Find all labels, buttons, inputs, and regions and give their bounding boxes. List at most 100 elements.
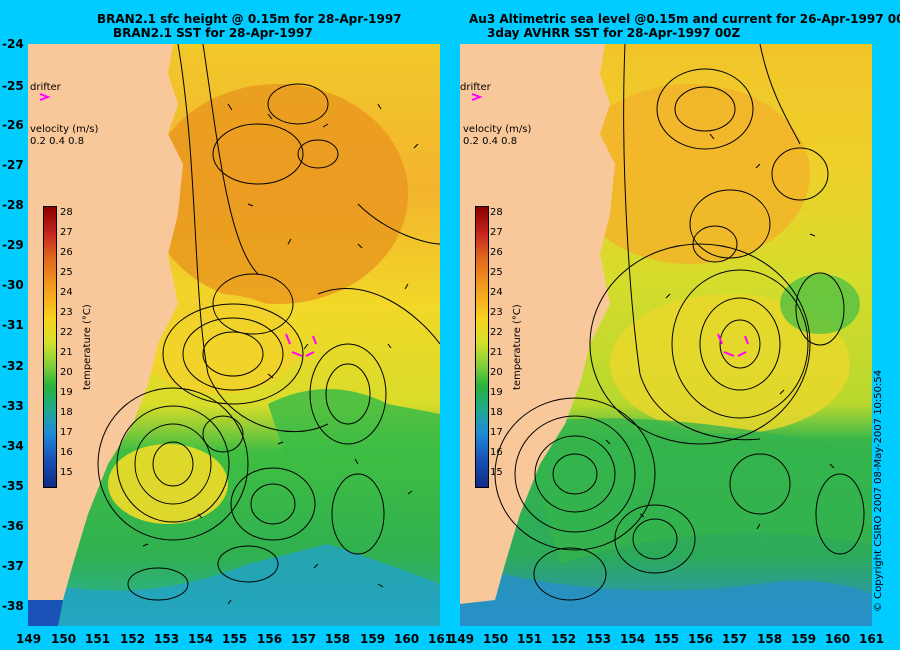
- colorbar-tick: 19: [60, 387, 73, 398]
- y-tick: -36: [2, 519, 24, 533]
- colorbar-tick: 28: [60, 207, 73, 218]
- colorbar-tick: 17: [60, 427, 73, 438]
- warm-pool: [570, 84, 810, 264]
- x-tick: 151: [85, 632, 111, 646]
- y-tick: -28: [2, 198, 24, 212]
- x-tick: 149: [16, 632, 42, 646]
- left-sst-map: [28, 44, 440, 626]
- colorbar-tick: 27: [490, 227, 503, 238]
- colorbar-tick: 21: [60, 347, 73, 358]
- colorbar-tick: 23: [490, 307, 503, 318]
- x-tick: 160: [394, 632, 420, 646]
- colorbar-tick: 17: [490, 427, 503, 438]
- eddy-core: [108, 444, 228, 524]
- colorbar-tick: 28: [490, 207, 503, 218]
- right-title-line1: Au3 Altimetric sea level @0.15m and curr…: [469, 12, 900, 26]
- colorbar-tick: 22: [60, 327, 73, 338]
- left-colorbar: [43, 206, 57, 488]
- y-tick: -32: [2, 359, 24, 373]
- y-tick: -26: [2, 118, 24, 132]
- x-tick: 150: [483, 632, 509, 646]
- x-tick: 157: [722, 632, 748, 646]
- colorbar-tick: 15: [60, 467, 73, 478]
- colorbar-tick: 16: [490, 447, 503, 458]
- x-tick: 160: [825, 632, 851, 646]
- right-velocity-scale: 0.2 0.4 0.8: [463, 136, 518, 147]
- y-tick: -25: [2, 79, 24, 93]
- x-tick: 156: [257, 632, 283, 646]
- right-velocity-label: velocity (m/s): [463, 124, 532, 135]
- cold-water: [460, 564, 872, 626]
- colorbar-tick: 22: [490, 327, 503, 338]
- x-tick: 152: [551, 632, 577, 646]
- x-tick: 153: [586, 632, 612, 646]
- left-map-panel: [28, 44, 440, 626]
- colorbar-tick: 21: [490, 347, 503, 358]
- x-tick: 159: [791, 632, 817, 646]
- colorbar-tick: 23: [60, 307, 73, 318]
- x-tick: 153: [154, 632, 180, 646]
- sea-level-contours: [97, 44, 440, 601]
- y-tick: -38: [2, 599, 24, 613]
- y-tick: -30: [2, 278, 24, 292]
- x-tick: 149: [449, 632, 475, 646]
- y-tick: -34: [2, 439, 24, 453]
- x-tick: 161: [428, 632, 454, 646]
- right-sst-map: [460, 44, 872, 626]
- colorbar-tick: 26: [490, 247, 503, 258]
- left-colorbar-title: temperature (°C): [82, 304, 93, 390]
- y-tick: -35: [2, 479, 24, 493]
- left-velocity-label: velocity (m/s): [30, 124, 99, 135]
- cool-patch: [780, 274, 860, 334]
- x-tick: 151: [517, 632, 543, 646]
- colorbar-tick: 20: [60, 367, 73, 378]
- y-tick: -37: [2, 559, 24, 573]
- left-drifter-label: drifter: [30, 82, 61, 93]
- colorbar-tick: 26: [60, 247, 73, 258]
- y-tick: -24: [2, 37, 24, 51]
- y-tick: -33: [2, 399, 24, 413]
- drifter-track: [39, 93, 317, 357]
- sea-level-contours: [494, 44, 865, 601]
- cool-band: [520, 418, 872, 564]
- x-tick: 158: [325, 632, 351, 646]
- x-tick: 155: [222, 632, 248, 646]
- australia-land: [460, 44, 615, 604]
- x-tick: 161: [859, 632, 885, 646]
- coastal-cold-water: [28, 600, 63, 626]
- colorbar-tick: 15: [490, 467, 503, 478]
- colorbar-tick: 27: [60, 227, 73, 238]
- x-tick: 150: [51, 632, 77, 646]
- colorbar-tick: 18: [60, 407, 73, 418]
- copyright-notice: © Copyright CSIRO 2007 08-May-2007 10:50…: [873, 369, 884, 612]
- x-tick: 152: [120, 632, 146, 646]
- cold-water: [48, 544, 440, 626]
- colorbar-tick: 20: [490, 367, 503, 378]
- colorbar-tick: 24: [490, 287, 503, 298]
- x-tick: 156: [688, 632, 714, 646]
- warm-tongue: [138, 294, 298, 394]
- colorbar-tick: 25: [60, 267, 73, 278]
- right-title-line2: 3day AVHRR SST for 28-Apr-1997 00Z: [487, 26, 741, 40]
- drifter-track: [471, 93, 749, 357]
- x-tick: 154: [620, 632, 646, 646]
- colorbar-tick: 16: [60, 447, 73, 458]
- left-velocity-scale: 0.2 0.4 0.8: [30, 136, 85, 147]
- colorbar-tick: 25: [490, 267, 503, 278]
- colorbar-tick: 24: [60, 287, 73, 298]
- x-tick: 155: [654, 632, 680, 646]
- left-title-line1: BRAN2.1 sfc height @ 0.15m for 28-Apr-19…: [97, 12, 402, 26]
- x-tick: 159: [360, 632, 386, 646]
- left-title-line2: BRAN2.1 SST for 28-Apr-1997: [113, 26, 313, 40]
- current-arrows: [142, 103, 419, 605]
- right-colorbar-title: temperature (°C): [512, 304, 523, 390]
- y-tick: -31: [2, 318, 24, 332]
- x-tick: 158: [757, 632, 783, 646]
- y-tick: -29: [2, 238, 24, 252]
- warm-pool: [148, 84, 408, 304]
- y-tick: -27: [2, 158, 24, 172]
- australia-land: [28, 44, 183, 604]
- warm-tongue: [610, 294, 850, 434]
- right-colorbar: [475, 206, 489, 488]
- colorbar-tick: 19: [490, 387, 503, 398]
